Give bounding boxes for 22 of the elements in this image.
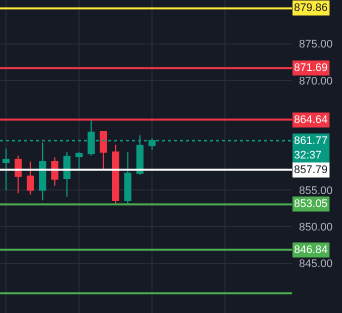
y-tick-label: 845.00 <box>299 258 333 270</box>
y-tick-label: 870.00 <box>299 75 333 88</box>
ref-line-label: 853.05 <box>294 198 328 210</box>
ref-line-label: 846.84 <box>294 244 328 256</box>
candlestick <box>100 131 107 170</box>
ref-line-label: 861.77 <box>294 135 328 147</box>
ref-line-label: 879.86 <box>294 2 328 14</box>
candlestick <box>76 152 83 170</box>
y-tick-label: 850.00 <box>299 222 333 234</box>
candlestick <box>51 156 58 186</box>
y-tick-label: 875.00 <box>299 38 333 51</box>
candlestick <box>14 155 22 194</box>
candlestick <box>63 152 70 198</box>
ref-line-label: 864.64 <box>294 114 328 126</box>
candlestick <box>26 161 34 196</box>
candlestick <box>124 152 132 206</box>
candlestick <box>112 144 120 206</box>
text: 32:37 <box>294 149 322 162</box>
ref-line-label: 871.69 <box>294 62 328 74</box>
candlestick <box>2 148 10 191</box>
y-tick-label: 855.00 <box>299 184 333 197</box>
ref-line-label: 857.79 <box>294 164 328 176</box>
